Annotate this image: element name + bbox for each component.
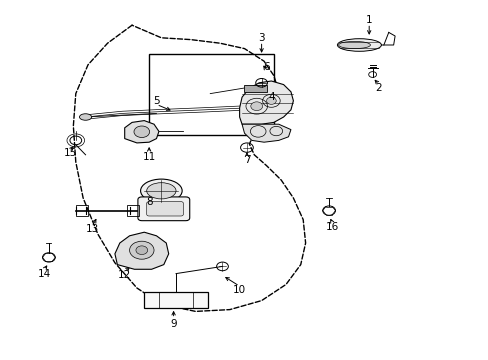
Text: 4: 4	[267, 92, 274, 102]
FancyBboxPatch shape	[146, 202, 183, 216]
Ellipse shape	[338, 41, 369, 49]
Circle shape	[266, 97, 276, 104]
Circle shape	[136, 246, 147, 255]
Text: 8: 8	[145, 197, 152, 207]
Text: 10: 10	[233, 285, 245, 295]
Text: 12: 12	[118, 270, 131, 280]
Circle shape	[134, 126, 149, 138]
Bar	[144, 292, 207, 308]
Bar	[76, 205, 88, 216]
Ellipse shape	[337, 39, 381, 51]
Text: 5: 5	[153, 96, 160, 106]
Text: 15: 15	[64, 148, 78, 158]
Text: 1: 1	[365, 15, 372, 25]
Ellipse shape	[141, 179, 182, 202]
Ellipse shape	[146, 183, 176, 199]
Circle shape	[250, 102, 262, 111]
FancyBboxPatch shape	[138, 197, 189, 221]
Text: 11: 11	[142, 152, 156, 162]
Circle shape	[129, 241, 154, 259]
Polygon shape	[124, 121, 159, 143]
Polygon shape	[115, 232, 168, 269]
Text: 7: 7	[243, 155, 250, 165]
Bar	[127, 205, 139, 216]
Text: 13: 13	[86, 224, 100, 234]
Ellipse shape	[79, 114, 92, 120]
Bar	[244, 85, 266, 92]
Text: 9: 9	[170, 319, 177, 329]
Bar	[149, 54, 273, 135]
Text: 3: 3	[258, 33, 264, 43]
Text: 14: 14	[37, 269, 51, 279]
Text: 2: 2	[375, 83, 382, 93]
Text: 16: 16	[325, 222, 339, 232]
Text: 6: 6	[263, 62, 269, 72]
Polygon shape	[239, 81, 293, 124]
Polygon shape	[242, 124, 290, 142]
